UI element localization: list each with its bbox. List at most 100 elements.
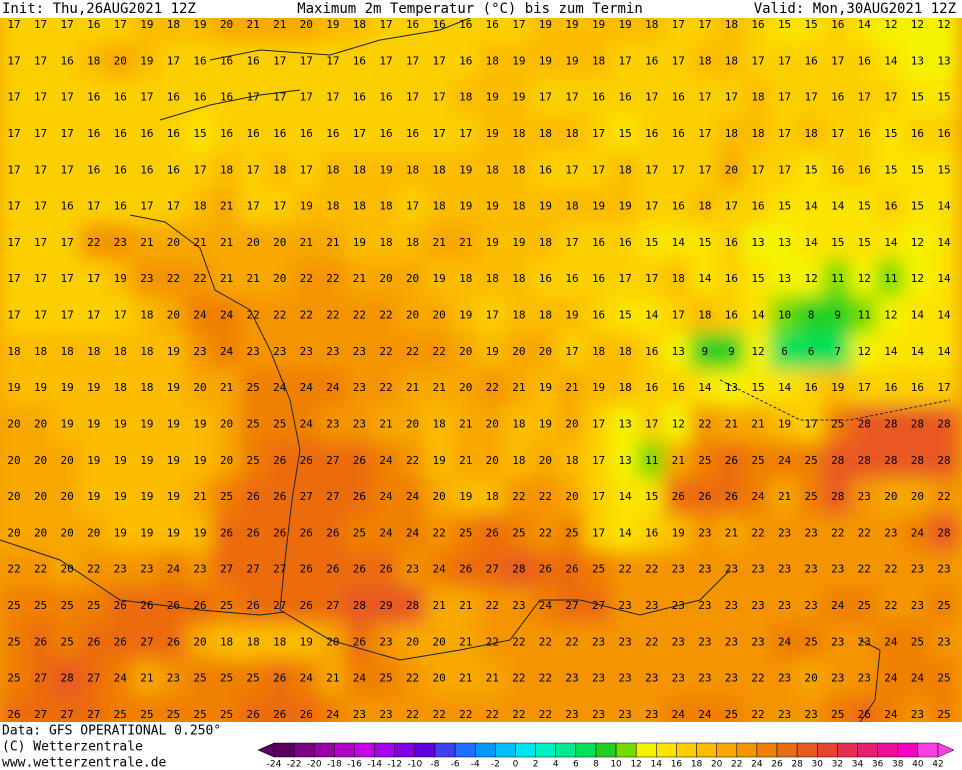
temperature-cell xyxy=(903,659,932,698)
temperature-cell xyxy=(0,187,29,226)
temperature-value: 21 xyxy=(193,490,206,503)
temperature-cell xyxy=(106,18,135,45)
temperature-value: 18 xyxy=(326,163,339,176)
temperature-cell xyxy=(185,695,215,722)
temperature-value: 16 xyxy=(884,200,897,213)
temperature-value: 22 xyxy=(326,272,339,285)
temperature-cell xyxy=(424,477,454,517)
temperature-cell xyxy=(717,78,746,117)
scale-bin xyxy=(434,742,456,758)
temperature-value: 16 xyxy=(645,345,658,358)
temperature-value: 17 xyxy=(858,91,871,104)
temperature-value: 25 xyxy=(87,599,100,612)
temperature-value: 19 xyxy=(512,91,525,104)
temperature-cell xyxy=(212,78,241,117)
temperature-cell xyxy=(371,18,401,45)
temperature-value: 23 xyxy=(672,635,685,648)
temperature-cell xyxy=(637,296,666,335)
temperature-value: 17 xyxy=(565,91,578,104)
temperature-value: 16 xyxy=(379,127,392,140)
temperature-value: 22 xyxy=(486,599,499,612)
temperature-value: 17 xyxy=(326,54,339,67)
temperature-value: 21 xyxy=(433,599,446,612)
temperature-value: 24 xyxy=(751,490,765,503)
temperature-value: 28 xyxy=(884,454,897,467)
temperature-value: 18 xyxy=(565,454,578,467)
temperature-cell xyxy=(637,18,666,45)
temperature-value: 23 xyxy=(379,635,392,648)
temperature-value: 14 xyxy=(619,526,633,539)
temperature-cell xyxy=(159,187,188,226)
temperature-cell xyxy=(265,695,294,722)
coast-channel xyxy=(159,89,301,121)
temperature-cell xyxy=(531,332,560,371)
temperature-value: 22 xyxy=(406,345,419,358)
temperature-value: 25 xyxy=(220,599,233,612)
temperature-cell xyxy=(265,296,294,335)
temperature-value: 19 xyxy=(486,200,499,213)
temperature-value: 13 xyxy=(725,381,738,394)
temperature-cell xyxy=(238,223,268,263)
temperature-cell xyxy=(664,477,693,517)
temperature-cell xyxy=(664,332,693,371)
temperature-cell xyxy=(132,78,162,117)
temperature-cell xyxy=(159,623,188,662)
temperature-cell xyxy=(424,369,454,408)
temperature-cell xyxy=(557,441,587,480)
temperature-value: 26 xyxy=(326,563,339,576)
temperature-value: 25 xyxy=(220,490,233,503)
temperature-value: 21 xyxy=(326,236,339,249)
temperature-value: 23 xyxy=(565,708,578,721)
temperature-value: 22 xyxy=(406,708,419,721)
temperature-value: 23 xyxy=(379,708,392,721)
temperature-value: 16 xyxy=(87,91,100,104)
temperature-value: 19 xyxy=(459,163,472,176)
temperature-value: 18 xyxy=(592,54,605,67)
temperature-cell xyxy=(610,223,640,263)
temperature-value: 23 xyxy=(193,563,206,576)
temperature-value: 15 xyxy=(698,236,711,249)
temperature-value: 17 xyxy=(193,163,206,176)
temperature-cell xyxy=(637,78,666,117)
temperature-value: 22 xyxy=(751,672,764,685)
temperature-cell xyxy=(929,695,959,722)
temperature-cell xyxy=(26,659,55,698)
temperature-cell xyxy=(610,550,640,589)
temperature-cell xyxy=(823,332,852,371)
temperature-value: 9 xyxy=(702,345,709,358)
temperature-cell xyxy=(903,151,932,190)
temperature-value: 17 xyxy=(300,91,313,104)
scale-bin xyxy=(313,742,335,758)
temperature-cell xyxy=(743,18,773,45)
temperature-value: 21 xyxy=(406,381,419,394)
temperature-value: 17 xyxy=(34,54,47,67)
temperature-value: 15 xyxy=(193,127,206,140)
temperature-value: 26 xyxy=(353,635,366,648)
temperature-cell xyxy=(823,695,852,722)
temperature-value: 23 xyxy=(805,599,818,612)
temperature-value: 15 xyxy=(937,91,950,104)
temperature-cell xyxy=(690,18,720,45)
scale-label: 6 xyxy=(573,760,579,770)
temperature-value: 19 xyxy=(140,490,153,503)
temperature-value: 19 xyxy=(7,381,20,394)
temperature-cell xyxy=(398,586,427,626)
temperature-cell xyxy=(398,441,427,480)
temperature-value: 18 xyxy=(87,54,100,67)
temperature-cell xyxy=(26,260,55,299)
coast-corsica xyxy=(859,639,881,722)
temperature-value: 18 xyxy=(61,345,74,358)
temperature-cell xyxy=(371,42,401,81)
temperature-value: 15 xyxy=(884,127,897,140)
temperature-cell xyxy=(52,441,82,480)
temperature-value: 17 xyxy=(459,127,472,140)
temperature-cell xyxy=(106,477,135,517)
temperature-value: 24 xyxy=(831,599,845,612)
temperature-cell xyxy=(79,114,108,154)
temperature-value: 25 xyxy=(114,708,127,721)
temperature-value: 22 xyxy=(193,272,206,285)
temperature-value: 17 xyxy=(433,91,446,104)
temperature-cell xyxy=(265,332,294,371)
temperature-cell xyxy=(292,78,321,117)
temperature-cell xyxy=(690,332,720,371)
